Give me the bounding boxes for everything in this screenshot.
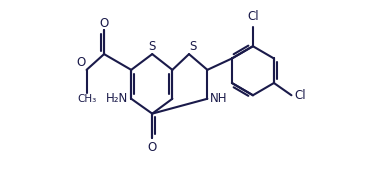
Text: O: O xyxy=(76,56,86,69)
Text: O: O xyxy=(99,16,109,30)
Text: O: O xyxy=(148,141,157,154)
Text: Cl: Cl xyxy=(247,10,259,23)
Text: NH: NH xyxy=(210,92,227,105)
Text: S: S xyxy=(148,40,156,53)
Text: S: S xyxy=(189,40,196,53)
Text: H₂N: H₂N xyxy=(106,92,129,105)
Text: CH₃: CH₃ xyxy=(77,94,96,104)
Text: Cl: Cl xyxy=(294,89,306,102)
